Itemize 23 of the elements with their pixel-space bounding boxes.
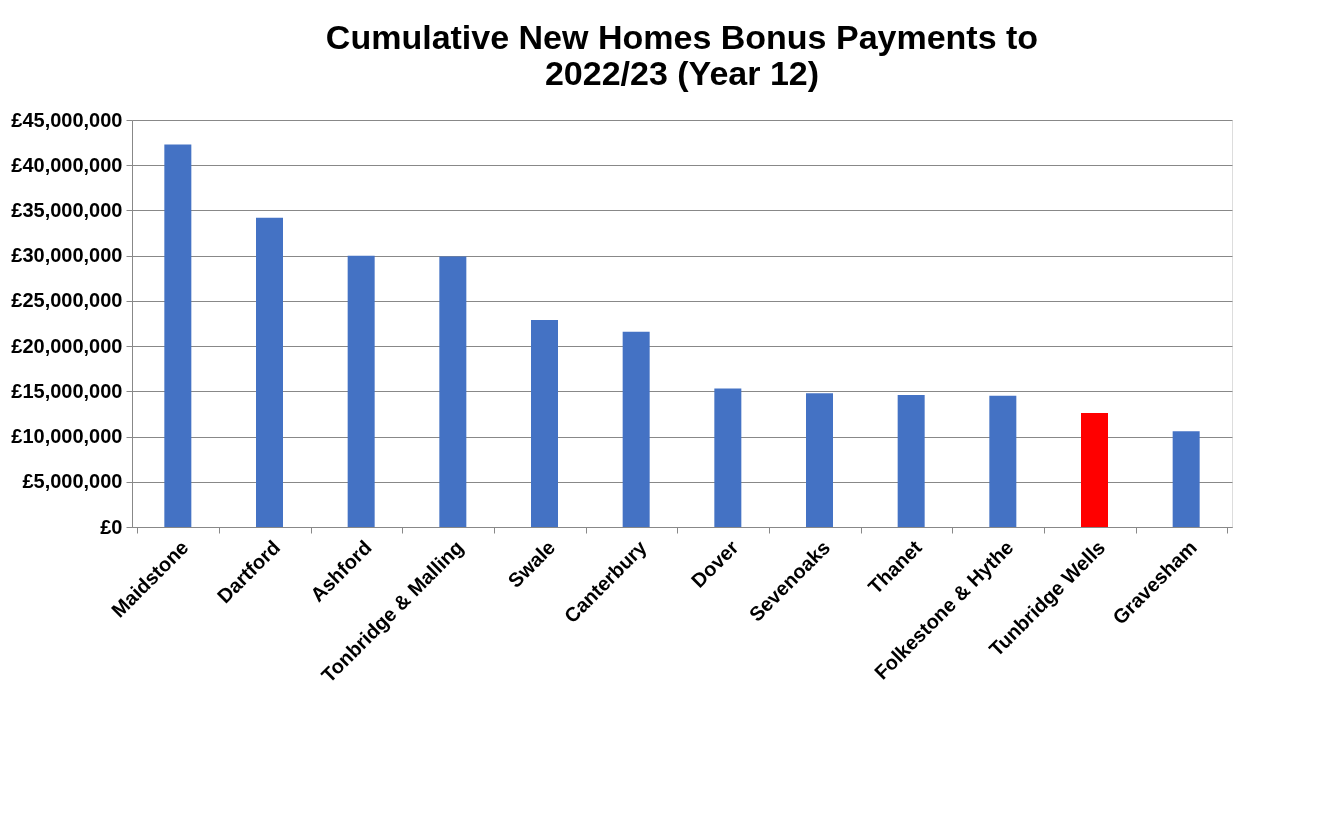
y-tick-label: £35,000,000 — [11, 198, 123, 221]
chart-title: Cumulative New Homes Bonus Payments to 2022/23 (Year 12) — [325, 18, 1039, 92]
y-tick-label: £25,000,000 — [11, 289, 123, 312]
y-tick-label: £30,000,000 — [11, 244, 123, 267]
y-tick-label: £5,000,000 — [22, 470, 123, 493]
bar — [897, 394, 925, 527]
bar — [714, 388, 742, 527]
y-tick-label: £40,000,000 — [11, 153, 123, 176]
bar — [806, 393, 833, 527]
y-tick-label: £45,000,000 — [11, 108, 123, 131]
y-tick-label: £20,000,000 — [11, 334, 123, 357]
bar — [347, 255, 375, 527]
bar — [1081, 413, 1108, 527]
bar — [622, 331, 650, 527]
bar — [531, 319, 558, 527]
bar — [439, 256, 467, 527]
bar — [256, 217, 283, 527]
bar — [1172, 431, 1200, 527]
y-tick-label: £15,000,000 — [11, 379, 123, 402]
bar — [164, 144, 192, 527]
y-tick-label: £0 — [100, 515, 123, 538]
y-tick-label: £10,000,000 — [11, 425, 123, 448]
bar — [989, 395, 1017, 527]
